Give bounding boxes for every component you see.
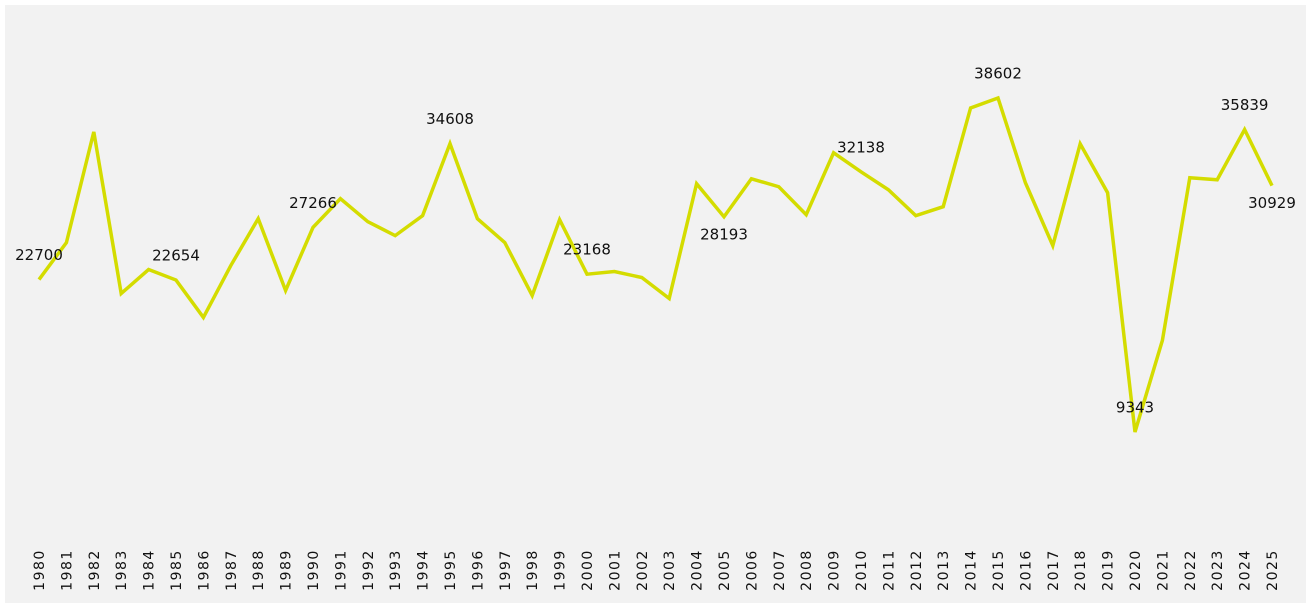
data-label: 30929 [1248,194,1296,212]
x-tick-label: 1991 [333,549,349,591]
x-tick-label: 1992 [361,549,377,591]
x-tick-label: 2012 [909,549,925,591]
x-tick-label: 2001 [607,549,623,591]
x-tick-label: 2004 [690,549,706,591]
x-tick-label: 1987 [224,549,240,591]
data-label: 23168 [563,241,611,259]
x-tick-label: 1984 [142,549,158,591]
x-tick-label: 1985 [169,549,185,591]
x-tick-label: 2021 [1155,549,1171,591]
x-tick-label: 2005 [717,549,733,591]
x-tick-label: 2023 [1210,549,1226,591]
data-label: 32138 [837,138,885,156]
x-tick-label: 1980 [32,549,48,591]
x-tick-label: 1990 [306,549,322,591]
data-label: 22700 [15,246,63,264]
data-label: 9343 [1116,399,1154,417]
x-tick-label: 2025 [1265,549,1281,591]
x-tick-label: 1998 [525,549,541,591]
data-label: 27266 [289,194,337,212]
x-tick-label: 1981 [59,549,75,591]
x-tick-label: 2007 [772,549,788,591]
x-tick-label: 2019 [1101,549,1117,591]
x-tick-label: 2010 [854,549,870,591]
x-tick-label: 2018 [1073,549,1089,591]
x-tick-label: 1994 [416,549,432,591]
x-tick-label: 2002 [635,549,651,591]
x-tick-label: 2008 [799,549,815,591]
data-label: 38602 [974,65,1022,83]
x-tick-label: 2014 [964,549,980,591]
x-tick-label: 2022 [1183,549,1199,591]
data-label: 35839 [1221,96,1269,114]
x-tick-label: 2003 [662,549,678,591]
data-label: 22654 [152,247,200,265]
x-tick-label: 2020 [1128,549,1144,591]
x-tick-label: 2000 [580,549,596,591]
x-tick-label: 2013 [936,549,952,591]
x-tick-label: 1995 [443,549,459,591]
x-tick-label: 2024 [1238,549,1254,591]
x-tick-label: 2016 [1018,549,1034,591]
x-tick-label: 2015 [991,549,1007,591]
data-label: 34608 [426,110,474,128]
x-tick-label: 1983 [114,549,130,591]
x-tick-label: 1986 [196,549,212,591]
data-label: 28193 [700,225,748,243]
x-tick-label: 1982 [87,549,103,591]
line [37,95,1274,433]
x-tick-label: 2006 [744,549,760,591]
x-tick-label: 1997 [498,549,514,591]
x-tick-label: 2011 [881,549,897,591]
plot-background [5,5,1306,603]
x-tick-label: 1988 [251,549,267,591]
x-tick-label: 1993 [388,549,404,591]
x-tick-label: 2017 [1046,549,1062,591]
x-tick-label: 1996 [470,549,486,591]
x-tick-label: 1999 [553,549,569,591]
x-tick-label: 1989 [279,549,295,591]
x-tick-label: 2009 [827,549,843,591]
